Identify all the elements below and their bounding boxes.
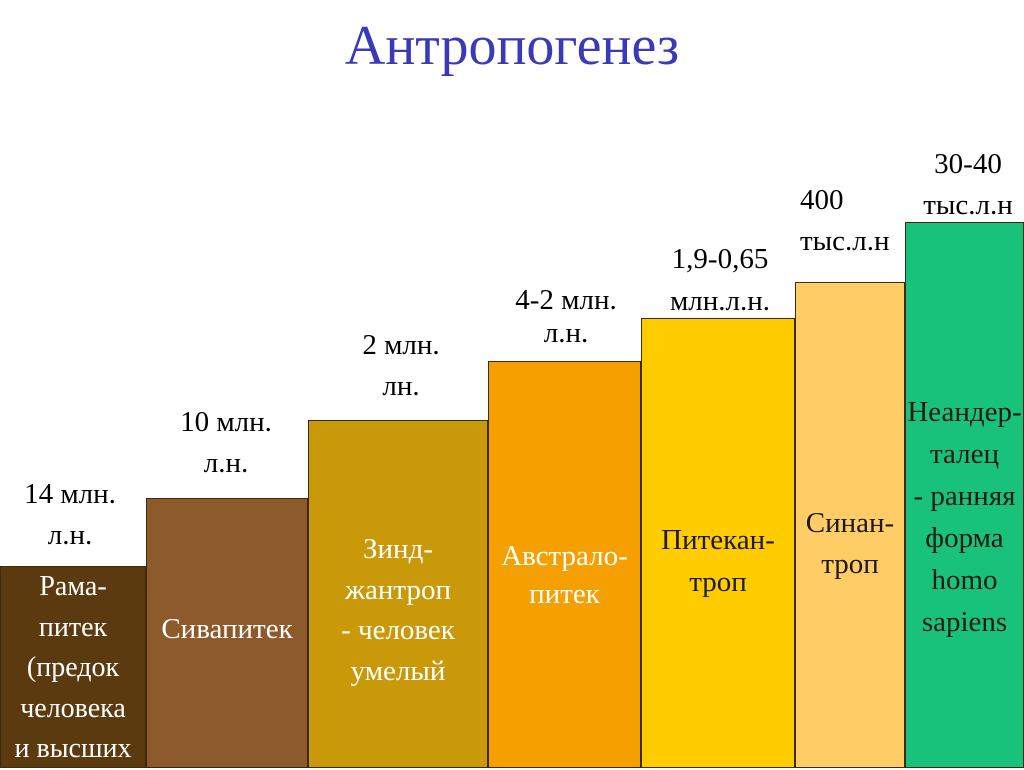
- step-label-australopithecus: Австрало- питек: [501, 540, 628, 610]
- date-label-3: 2 млн. лн.: [362, 329, 440, 402]
- date-label-4: 4-2 млн. л.н.: [515, 284, 617, 350]
- step-australopithecus: Австрало- питек: [488, 361, 641, 768]
- step-ramapithecus: Рама- питек (предок человека и высших: [0, 566, 146, 768]
- step-pithecanthropus: Питекан- троп: [641, 318, 795, 768]
- date-label-2: 10 млн. л.н.: [180, 406, 272, 479]
- step-zinjanthropus: Зинд- жантроп - человек умелый: [308, 420, 488, 768]
- step-label-sinanthropus: Синан- троп: [805, 507, 895, 580]
- date-label-7: 30-40 тыс.л.н: [923, 148, 1013, 221]
- step-label-neanderthal: Неандер- талец - ранняя форма homo sapie…: [907, 396, 1022, 639]
- step-sinanthropus: Синан- троп: [795, 282, 905, 768]
- step-label-zinjanthropus: Зинд- жантроп - человек умелый: [341, 533, 455, 687]
- page-title: Антропогенез: [344, 15, 680, 77]
- step-neanderthal: Неандер- талец - ранняя форма homo sapie…: [905, 222, 1024, 768]
- step-label-ramapithecus: Рама- питек (предок человека и высших: [14, 571, 132, 765]
- date-label-5: 1,9-0,65 млн.л.н.: [669, 243, 771, 318]
- step-label-sivapithecus: Сивапитек: [161, 613, 293, 645]
- step-label-pithecanthropus: Питекан- троп: [661, 524, 775, 599]
- step-sivapithecus: Сивапитек: [146, 498, 308, 768]
- date-label-1: 14 млн. л.н.: [24, 478, 116, 551]
- date-label-6: 400 тыс.л.н .: [800, 184, 890, 297]
